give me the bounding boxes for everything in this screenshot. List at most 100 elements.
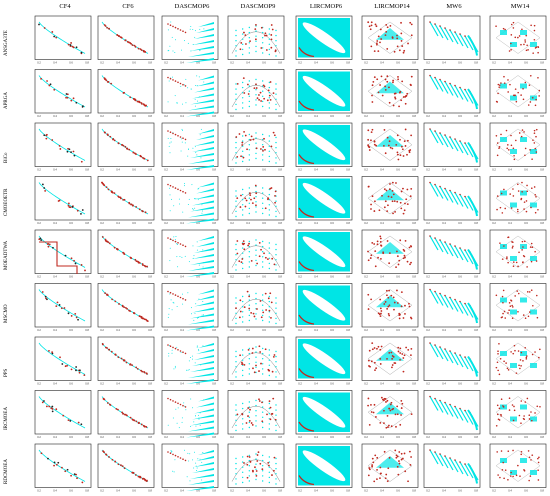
panel-frame [361,122,419,167]
solution-point [200,157,202,159]
solution-point [368,25,371,28]
solution-point [501,295,504,298]
solution-point [138,261,141,264]
solution-point [399,90,402,93]
feasible-ray [449,350,459,366]
panel-frame [295,69,353,114]
solution-point [404,145,407,147]
tick-label: 0.4 [53,328,57,332]
solution-point [123,467,126,470]
feasible-band [192,468,214,473]
solution-point [535,98,537,101]
solution-point [367,293,370,296]
solution-point [517,350,520,352]
solution-point [370,21,373,24]
front-patch [510,363,517,368]
panel-frame [489,122,547,167]
solution-point [533,129,536,132]
obtained-front [298,100,315,111]
feasible-band [190,99,214,105]
solution-point [528,418,531,420]
panel-frame [361,336,419,381]
solution-point [169,45,171,47]
front-patch [530,202,537,208]
solution-point [379,357,382,360]
front-patch [530,149,537,154]
projection-box [495,128,541,161]
solution-point [261,416,264,418]
solution-point [117,356,120,359]
solution-point [179,255,181,257]
solution-point [396,255,399,258]
solution-point [439,292,441,295]
infeasible-ellipse [302,75,346,107]
result-panel: 0.2 0.4 0.6 0.8 [489,283,547,332]
tick-label: 0.4 [180,328,184,332]
tick-label: 0.2 [364,489,368,493]
solution-point [248,245,251,248]
solution-point [526,291,529,293]
result-panel: 0.2 0.4 0.6 0.8 [489,176,547,225]
solution-point [267,89,270,92]
solution-point [104,292,107,295]
tick-label: 0.6 [524,61,528,65]
solution-point [402,370,405,373]
feasible-band [186,58,214,63]
solution-point [367,397,370,400]
solution-point [241,359,244,361]
solution-point [444,348,446,350]
solution-point [537,457,539,460]
solution-point [248,304,251,306]
solution-point [176,102,178,104]
result-panel: 0.2 0.4 0.6 0.8 [423,283,481,332]
solution-point [242,156,245,159]
solution-point [235,29,237,32]
solution-point [371,457,374,460]
tick-label: 0.6 [458,328,462,332]
solution-point [270,187,273,189]
solution-point [248,202,251,204]
solution-point [203,81,205,83]
solution-point [51,352,54,355]
feasible-band [196,456,214,461]
solution-point [524,81,527,84]
tick-label: 0.6 [132,275,136,279]
tick-label: 0.2 [37,221,41,225]
solution-point [527,49,529,51]
tick-label: 0.8 [212,114,216,118]
solution-point [241,247,244,249]
solution-point [63,307,66,309]
solution-point [367,185,370,188]
panel-frame [423,69,481,114]
solution-point [238,133,241,135]
solution-point [174,187,177,189]
solution-point [400,399,403,402]
solution-point [242,243,245,246]
solution-point [255,204,257,207]
tick-label: 0.6 [69,382,73,386]
solution-point [434,397,436,400]
solution-point [386,75,389,78]
solution-point [410,413,413,415]
solution-point [69,420,72,422]
solution-point [81,481,84,484]
solution-point [507,79,509,81]
solution-point [139,48,142,51]
panel-frame [97,283,155,328]
solution-point [241,311,244,313]
panel-frame [295,283,353,328]
tick-label: 0.6 [330,114,334,118]
solution-point [495,366,498,369]
result-panel: 0.2 0.4 0.6 0.8 [97,283,155,332]
solution-point [275,243,277,246]
solution-point [515,372,518,374]
solution-point [391,357,394,360]
solution-point [391,355,394,357]
solution-point [393,50,396,53]
solution-point [248,368,251,370]
tick-label: 0.4 [116,435,120,439]
solution-point [198,348,200,350]
solution-point [511,247,514,249]
solution-point [517,464,519,467]
solution-point [238,260,241,263]
